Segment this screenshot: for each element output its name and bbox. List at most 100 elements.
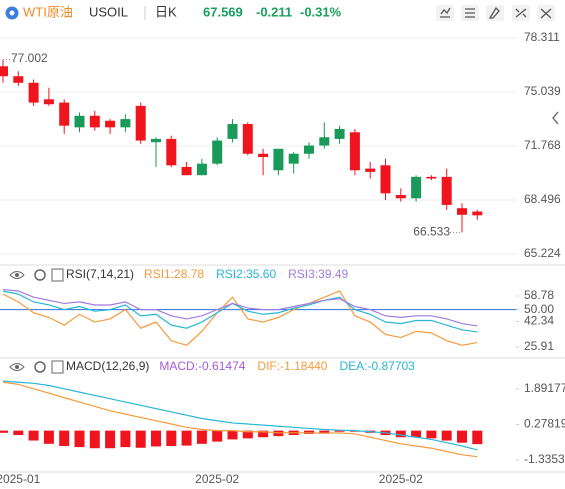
macd-bar	[227, 430, 238, 440]
macd-bar	[13, 430, 24, 436]
macd-bar	[59, 430, 70, 447]
candle-body	[181, 166, 192, 176]
indicator-line	[2, 288, 478, 327]
eye-pupil	[15, 273, 19, 277]
indicator-line	[2, 381, 478, 458]
tool-icon	[440, 7, 451, 18]
macd-bar	[395, 430, 406, 438]
y-tick-label: 78.311	[524, 30, 560, 44]
candle-body	[365, 168, 376, 172]
macd-bar	[151, 430, 161, 447]
macd-bar	[212, 430, 223, 442]
price: 67.569	[203, 4, 243, 19]
macd-bar	[105, 430, 116, 449]
y-tick-label: 71.768	[524, 138, 561, 152]
period[interactable]: 日K	[155, 4, 177, 19]
candle-body	[74, 115, 85, 128]
low-annotation: 66.533	[413, 225, 450, 239]
tool-icon	[488, 6, 500, 19]
candle-body	[13, 76, 24, 83]
macd-bar	[135, 430, 146, 448]
candle-body	[166, 138, 177, 166]
y-tick-label: 1.89177	[524, 381, 565, 395]
candle-body	[120, 119, 131, 128]
candle-body	[273, 148, 284, 171]
candle-body	[0, 66, 8, 77]
candle-body	[472, 211, 483, 216]
candle-body	[135, 105, 146, 141]
candle-body	[380, 165, 391, 194]
candle-body	[441, 176, 452, 205]
candle-body	[43, 99, 54, 105]
high-annotation: 77.002	[11, 51, 48, 65]
candle-body	[349, 132, 360, 171]
legend-entry: DEA:-0.87703	[339, 359, 415, 373]
gear-icon[interactable]	[34, 361, 46, 373]
macd-bar	[28, 430, 39, 441]
y-tick-label: 50.00	[524, 302, 554, 316]
candle-body	[151, 138, 161, 143]
gear-icon[interactable]	[34, 269, 46, 281]
macd-bar	[166, 430, 177, 447]
macd-bar	[0, 430, 8, 433]
macd-bar	[441, 430, 452, 441]
candle-body	[334, 128, 345, 139]
candle-body	[212, 140, 223, 164]
legend-entry: RSI2:35.60	[216, 267, 276, 281]
y-tick-label: 25.91	[524, 339, 554, 353]
macd-bar	[43, 430, 54, 444]
eye-icon[interactable]	[9, 271, 25, 279]
legend-entry: RSI1:28.78	[144, 267, 204, 281]
logo-dot	[9, 10, 15, 16]
macd-bar	[472, 430, 483, 445]
indicator-icon[interactable]	[51, 360, 64, 374]
y-tick-label: 58.78	[524, 288, 554, 302]
symbol: USOIL	[89, 4, 128, 19]
candle-body	[426, 176, 437, 179]
candle-body	[28, 82, 39, 103]
indicator-line	[2, 380, 478, 451]
macd-bar	[89, 430, 100, 449]
macd-bar	[319, 430, 330, 433]
y-tick-label: 75.039	[524, 84, 561, 98]
indicator-line	[2, 290, 478, 346]
eye-pupil	[15, 365, 19, 369]
y-tick-label: 65.224	[524, 246, 561, 260]
tool-icon	[540, 8, 552, 19]
x-tick-label: 2025-01	[0, 472, 41, 486]
x-tick-label: 2025-02	[195, 472, 239, 486]
instrument-name[interactable]: WTI原油	[23, 4, 73, 19]
indicator-icon[interactable]	[51, 268, 64, 282]
macd-controls	[9, 360, 64, 374]
tool-icon	[465, 8, 475, 18]
candle-body	[105, 120, 116, 128]
rsi-controls	[9, 268, 64, 282]
tool-button[interactable]	[436, 5, 454, 21]
candle-body	[411, 176, 422, 199]
macd-bar	[426, 430, 437, 439]
legend-entry: RSI3:39.49	[288, 267, 348, 281]
macd-bar	[196, 430, 207, 444]
legend-entry: MACD:-0.61474	[159, 359, 245, 373]
candle-body	[196, 163, 207, 176]
candle-body	[457, 208, 467, 215]
x-tick-label: 2025-02	[379, 472, 423, 486]
panel-title: RSI(7,14,21)	[66, 267, 134, 281]
legend-entry: DIF:-1.18440	[257, 359, 327, 373]
candle-body	[89, 115, 100, 128]
tool-button[interactable]	[486, 5, 504, 21]
macd-bar	[74, 430, 85, 448]
y-tick-label: -1.33539	[524, 452, 565, 466]
indicator-line	[2, 290, 478, 333]
macd-bar	[334, 430, 345, 432]
y-tick-label: 42.34	[524, 314, 554, 328]
candle-body	[242, 124, 253, 154]
candle-body	[227, 124, 238, 139]
collapse-arrow[interactable]	[552, 111, 559, 125]
eye-icon[interactable]	[9, 363, 25, 371]
candle-body	[288, 153, 299, 164]
y-tick-label: 0.27819	[524, 417, 565, 431]
candle-body	[258, 153, 269, 158]
